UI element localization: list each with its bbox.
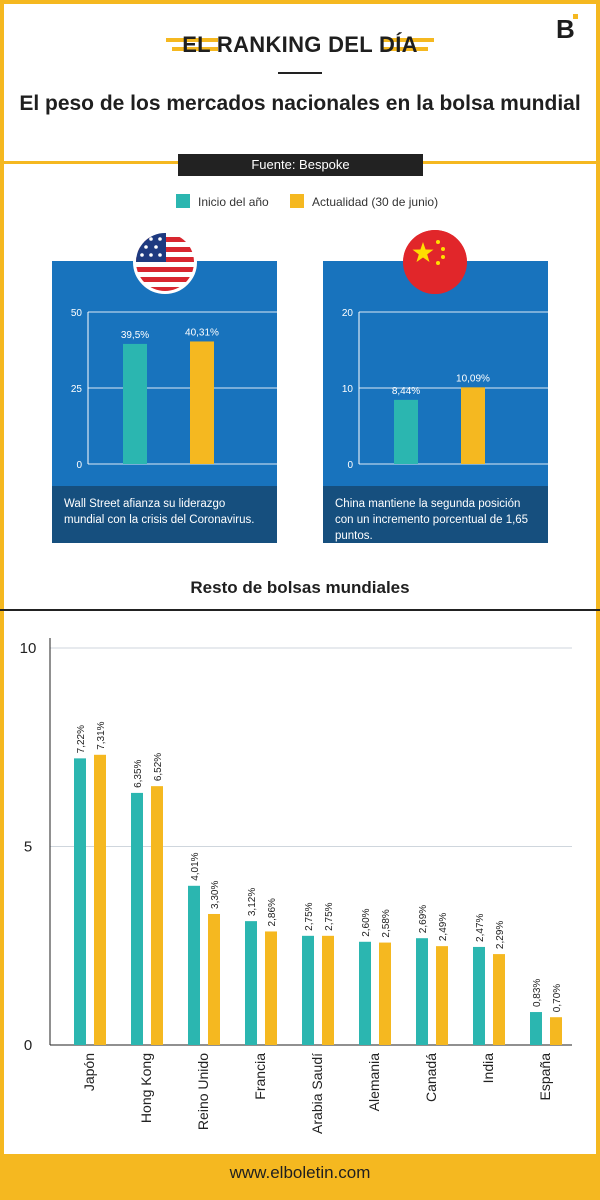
usa-chart: 0 25 50 39,5% 40,31%	[71, 308, 277, 471]
footer-bar	[0, 1154, 600, 1200]
header-title: EL RANKING DEL DÍA	[182, 32, 418, 57]
world-category-label: Hong Kong	[138, 1053, 154, 1123]
china-caption: China mantiene la segunda posición con u…	[323, 486, 548, 543]
world-bar-start	[245, 921, 257, 1045]
world-ytick: 0	[24, 1037, 32, 1054]
footer-url: www.elboletin.com	[229, 1163, 371, 1182]
world-bar-label-start: 2,47%	[475, 913, 486, 941]
world-category-label: Francia	[252, 1053, 268, 1100]
usa-ytick: 50	[71, 308, 83, 319]
usa-bar-start	[123, 343, 147, 464]
china-bar-current	[461, 387, 485, 464]
world-bar-start	[359, 941, 371, 1045]
header-line-left-1	[166, 38, 218, 42]
world-bar-current	[493, 954, 505, 1045]
brand-logo: B	[556, 14, 575, 44]
world-bar-label-start: 3,12%	[247, 888, 258, 916]
world-bar-current	[265, 931, 277, 1045]
world-bar-current	[436, 946, 448, 1045]
world-chart: 0 5 10 7,22% 7,31% Japón 6,35% 6,52% Hong Kong 4,…	[20, 638, 572, 1134]
frame-left-border	[0, 0, 4, 1200]
usa-panel: 0 25 50 39,5% 40,31% Wall Street afianza su …	[52, 261, 277, 543]
world-bar-label-current: 0,70%	[552, 984, 563, 1012]
frame-top-border	[0, 0, 600, 4]
world-bar-current	[379, 942, 391, 1045]
china-flag-icon	[403, 230, 467, 294]
world-bar-label-current: 2,75%	[324, 902, 335, 930]
world-bar-current	[151, 786, 163, 1045]
legend-swatch-current	[290, 194, 304, 208]
world-category-label: Alemania	[366, 1053, 382, 1112]
world-bar-label-start: 2,75%	[304, 902, 315, 930]
frame-right-border	[596, 0, 600, 1200]
china-ytick: 10	[342, 384, 354, 395]
header-line-right-1	[382, 38, 434, 42]
world-bar-label-current: 3,30%	[210, 881, 221, 909]
china-chart: 0 10 20 8,44% 10,09%	[342, 308, 548, 471]
world-category-label: Canadá	[423, 1053, 439, 1102]
usa-bar-label-start: 39,5%	[121, 330, 149, 341]
world-bar-current	[208, 913, 220, 1045]
world-bar-label-current: 7,31%	[96, 721, 107, 749]
world-category-label: Japón	[81, 1053, 97, 1091]
china-panel: 0 10 20 8,44% 10,09% China mantiene la segun…	[323, 261, 548, 543]
world-bar-label-current: 2,86%	[267, 898, 278, 926]
world-bar-label-current: 2,29%	[495, 921, 506, 949]
world-bar-current	[94, 754, 106, 1045]
world-category-label: Arabia Saudí	[309, 1053, 325, 1134]
section-title: Resto de bolsas mundiales	[190, 578, 410, 597]
world-bar-label-start: 7,22%	[76, 725, 87, 753]
china-ytick: 20	[342, 308, 354, 319]
world-bar-label-start: 4,01%	[190, 852, 201, 880]
china-bar-label-current: 10,09%	[456, 373, 490, 384]
page-title: El peso de los mercados nacionales en la…	[19, 92, 581, 115]
world-ytick: 10	[20, 640, 37, 657]
source-badge: Fuente: Bespoke	[178, 154, 423, 176]
world-bar-start	[188, 885, 200, 1045]
header-divider	[278, 72, 322, 74]
usa-ytick: 25	[71, 384, 83, 395]
legend-label-start: Inicio del año	[198, 195, 269, 209]
china-bar-label-start: 8,44%	[392, 386, 420, 397]
world-bar-label-current: 2,58%	[381, 909, 392, 937]
header-line-left-2	[172, 47, 218, 51]
world-bar-label-current: 2,49%	[438, 913, 449, 941]
world-bar-label-start: 2,60%	[361, 908, 372, 936]
usa-ytick: 0	[76, 460, 82, 471]
legend-label-current: Actualidad (30 de junio)	[312, 195, 439, 209]
world-bar-current	[550, 1017, 562, 1045]
world-bar-label-current: 6,52%	[153, 753, 164, 781]
world-bar-start	[74, 758, 86, 1045]
world-category-label: India	[480, 1053, 496, 1084]
brand-logo-dot	[573, 14, 578, 19]
world-bar-start	[416, 938, 428, 1045]
usa-flag-icon	[133, 230, 197, 294]
legend-swatch-start	[176, 194, 190, 208]
usa-bar-current	[190, 341, 214, 464]
usa-caption: Wall Street afianza su liderazgo mundial…	[52, 486, 277, 543]
world-bar-start	[302, 935, 314, 1045]
world-category-label: España	[537, 1053, 553, 1101]
world-ytick: 5	[24, 839, 32, 856]
section-separator	[0, 609, 600, 611]
header-line-right-2	[382, 47, 428, 51]
world-bar-label-start: 2,69%	[418, 905, 429, 933]
china-bar-start	[394, 399, 418, 464]
world-bar-start	[530, 1012, 542, 1045]
world-category-label: Reino Unido	[195, 1053, 211, 1130]
china-flag-graphic	[403, 230, 467, 294]
world-bar-start	[131, 792, 143, 1045]
china-ytick: 0	[347, 460, 353, 471]
world-bar-current	[322, 935, 334, 1045]
world-bar-start	[473, 946, 485, 1045]
world-bar-label-start: 0,83%	[532, 979, 543, 1007]
usa-flag-graphic	[136, 233, 194, 291]
legend-item-current: Actualidad (30 de junio)	[290, 194, 438, 210]
world-bar-label-start: 6,35%	[133, 759, 144, 787]
legend-item-start: Inicio del año	[176, 194, 269, 210]
usa-bar-label-current: 40,31%	[185, 327, 219, 338]
